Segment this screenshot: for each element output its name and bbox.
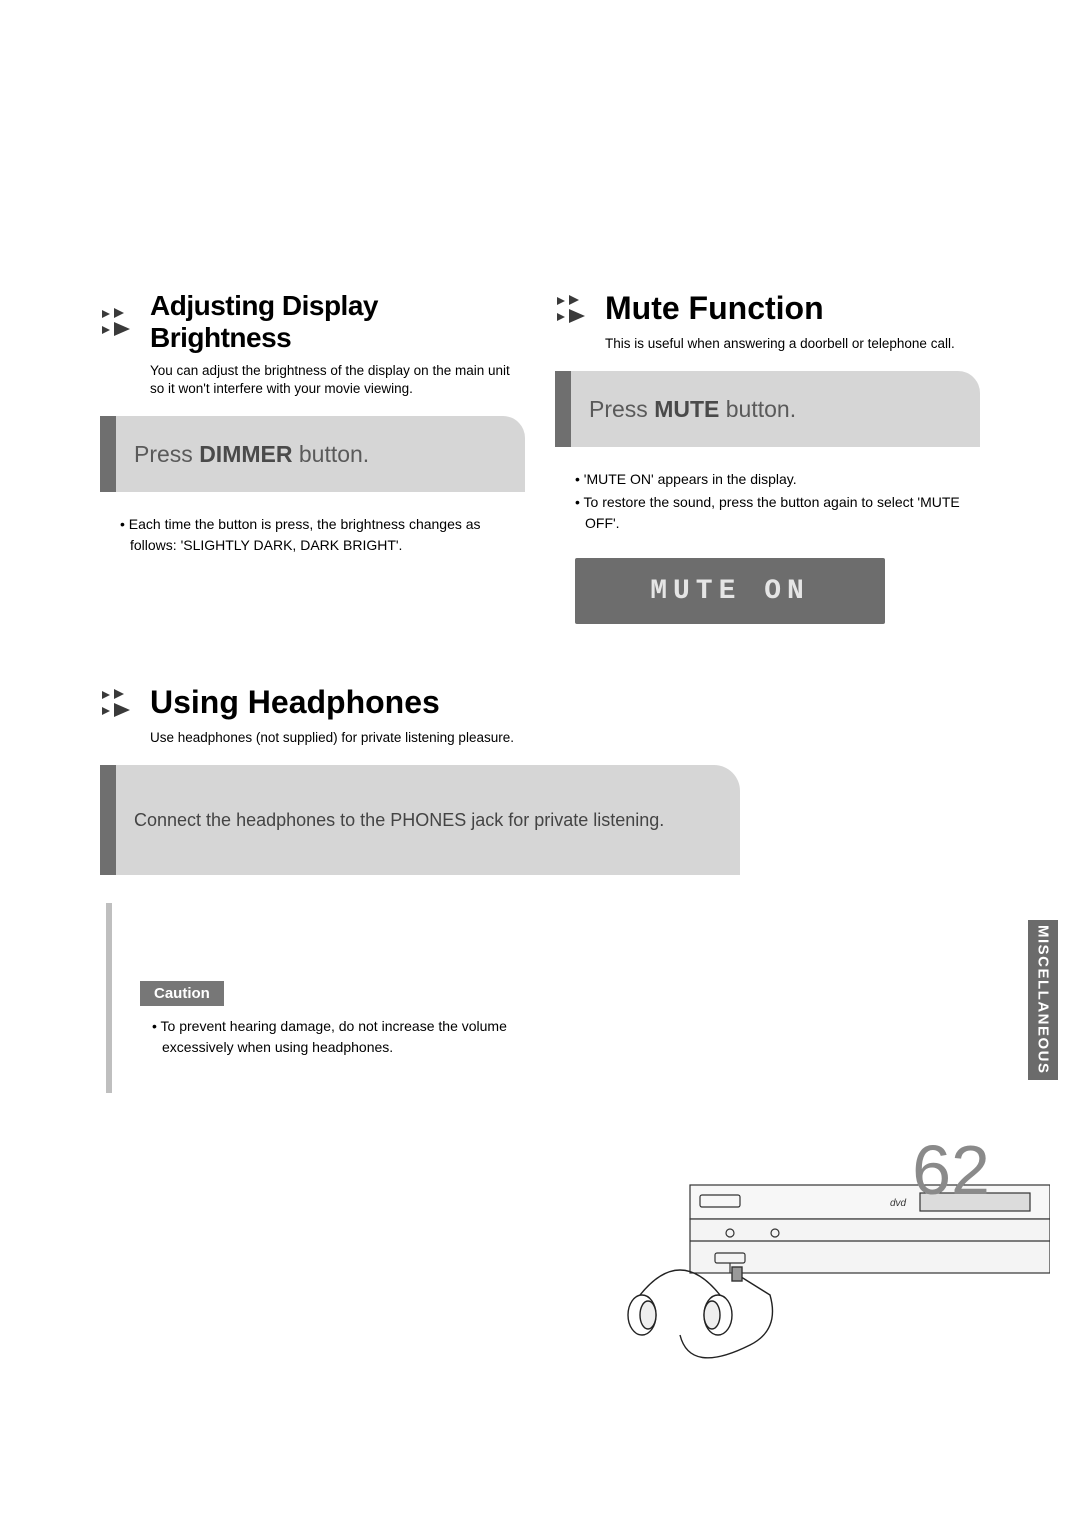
- section-heading: Adjusting Display Brightness: [100, 290, 525, 354]
- bullet-item: 'MUTE ON' appears in the display.: [575, 469, 980, 490]
- press-mute-bar: Press MUTE button.: [555, 371, 980, 447]
- connect-text: Connect the headphones to the PHONES jac…: [134, 810, 684, 831]
- bullet-item: Each time the button is press, the brigh…: [120, 514, 525, 556]
- side-tab-text: MISCELLANEOUS: [1035, 925, 1052, 1075]
- side-tab-miscellaneous: MISCELLANEOUS: [1028, 920, 1058, 1080]
- arrows-icon: [100, 306, 140, 338]
- vertical-rule: [106, 903, 112, 1093]
- press-prefix: Press: [589, 396, 654, 422]
- press-suffix: button.: [292, 441, 369, 467]
- page-number: 62: [912, 1130, 990, 1210]
- section-intro: This is useful when answering a doorbell…: [605, 335, 980, 353]
- press-dimmer-text: Press DIMMER button.: [134, 441, 369, 468]
- svg-text:dvd: dvd: [890, 1198, 907, 1209]
- section-intro: You can adjust the brightness of the dis…: [150, 362, 525, 398]
- arrows-icon: [555, 293, 595, 325]
- section-intro: Use headphones (not supplied) for privat…: [150, 729, 980, 747]
- section-title: Using Headphones: [150, 684, 440, 721]
- brightness-section: Adjusting Display Brightness You can adj…: [100, 290, 525, 624]
- display-text: MUTE ON: [650, 576, 810, 607]
- section-title: Adjusting Display Brightness: [150, 290, 525, 354]
- dimmer-bullets: Each time the button is press, the brigh…: [120, 514, 525, 556]
- caution-box: Caution To prevent hearing damage, do no…: [140, 981, 580, 1057]
- press-bold: MUTE: [654, 396, 719, 422]
- tab-stub: [100, 416, 116, 492]
- press-mute-text: Press MUTE button.: [589, 396, 796, 423]
- arrows-icon: [100, 687, 140, 719]
- bullet-item: To restore the sound, press the button a…: [575, 492, 980, 534]
- tab-stub: [555, 371, 571, 447]
- section-title: Mute Function: [605, 290, 824, 327]
- section-heading: Using Headphones: [100, 684, 980, 721]
- press-bold: DIMMER: [199, 441, 292, 467]
- connect-bar: Connect the headphones to the PHONES jac…: [100, 765, 740, 875]
- caution-label: Caution: [140, 981, 224, 1006]
- top-row: Adjusting Display Brightness You can adj…: [100, 290, 980, 624]
- caution-area: Caution To prevent hearing damage, do no…: [100, 903, 740, 1093]
- tab-stub: [100, 765, 116, 875]
- device-display: MUTE ON: [575, 558, 885, 624]
- headphones-section: Using Headphones Use headphones (not sup…: [100, 684, 980, 1093]
- mute-section: Mute Function This is useful when answer…: [555, 290, 980, 624]
- mute-bullets: 'MUTE ON' appears in the display. To res…: [575, 469, 980, 534]
- manual-page: Adjusting Display Brightness You can adj…: [100, 290, 980, 1093]
- press-dimmer-bar: Press DIMMER button.: [100, 416, 525, 492]
- caution-item: To prevent hearing damage, do not increa…: [152, 1016, 580, 1057]
- press-prefix: Press: [134, 441, 199, 467]
- caution-list: To prevent hearing damage, do not increa…: [152, 1016, 580, 1057]
- press-suffix: button.: [719, 396, 796, 422]
- section-heading: Mute Function: [555, 290, 980, 327]
